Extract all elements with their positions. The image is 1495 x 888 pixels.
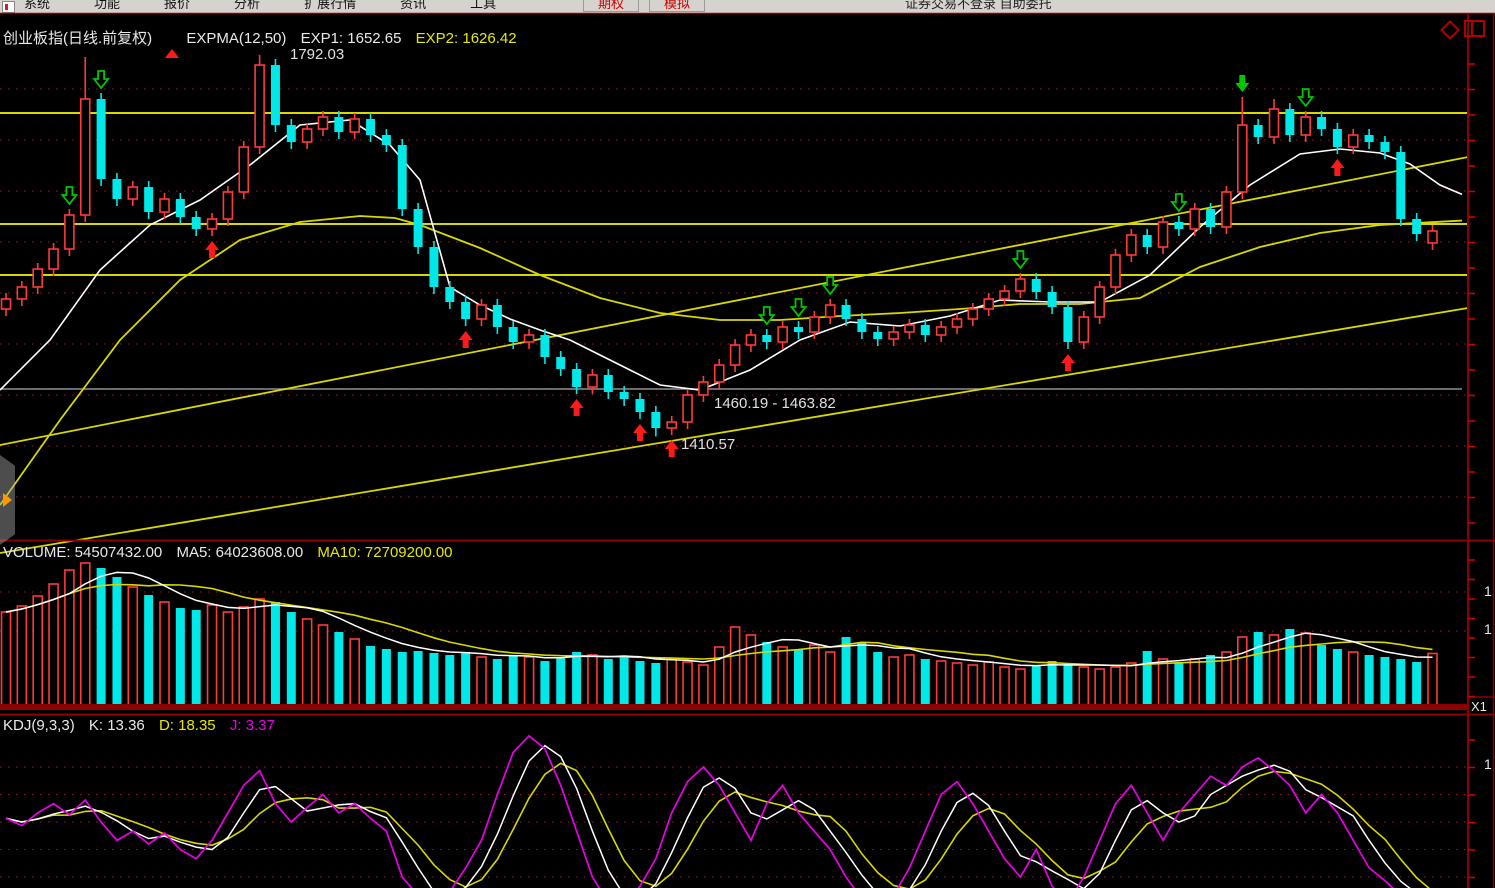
- kdj-title-row: KDJ(9,3,3) K: 13.36 D: 18.35 J: 3.37: [3, 717, 285, 734]
- kdj-axis-label: 1: [1484, 756, 1492, 772]
- volume-value: VOLUME: 54507432.00: [3, 544, 163, 561]
- volume-axis-label: 1: [1484, 621, 1492, 637]
- main-chart-title-row: 创业板指(日线.前复权) EXPMA(12,50) EXP1: 1652.65 …: [3, 27, 527, 58]
- volume-title-row: VOLUME: 54507432.00 MA5: 64023608.00 MA1…: [3, 544, 463, 561]
- buy-signal-arrow: [1060, 354, 1075, 371]
- app-icon[interactable]: [2, 1, 15, 13]
- status-text: 证券交易不登录 自助委托: [905, 0, 1052, 11]
- buy-signal-arrow: [205, 241, 220, 258]
- sell-signal-arrow: [1296, 88, 1315, 108]
- sell-signal-arrow: [821, 276, 840, 296]
- collapsed-panel-handle[interactable]: [0, 455, 15, 545]
- buy-signal-arrow: [1330, 159, 1345, 176]
- exp2-value: EXP2: 1626.42: [415, 30, 517, 47]
- price-annotation-gap: 1460.19 - 1463.82: [714, 395, 836, 412]
- menu-item-3[interactable]: 分析: [234, 0, 261, 11]
- volume-axis-label: 1: [1484, 583, 1492, 599]
- menu-item-6[interactable]: 工具: [470, 0, 497, 11]
- price-annotation-peak: 1792.03: [290, 46, 345, 63]
- sell-signal-arrow: [789, 298, 808, 318]
- zoom-scale-label: X1: [1471, 699, 1487, 714]
- menu-items: 系统 功能 报价 分析 扩展行情 资讯 工具: [24, 0, 540, 13]
- kdj-k-value: K: 13.36: [88, 717, 145, 734]
- menu-item-5[interactable]: 资讯: [400, 0, 427, 11]
- volume-ma10-value: MA10: 72709200.00: [317, 544, 453, 561]
- sell-signal-arrow: [1170, 193, 1188, 213]
- up-arrow-icon: [165, 32, 180, 58]
- menu-item-4[interactable]: 扩展行情: [304, 0, 357, 11]
- sell-signal-arrow: [757, 306, 776, 326]
- symbol-title: 创业板指(日线.前复权): [3, 30, 153, 47]
- buy-signal-arrow: [458, 331, 473, 348]
- sell-signal-arrow: [60, 186, 79, 206]
- buy-signal-arrow: [569, 399, 584, 416]
- sell-signal-arrow: [1011, 250, 1030, 270]
- sell-signal-arrow: [92, 70, 110, 90]
- layout-split-icon[interactable]: [1464, 20, 1485, 37]
- price-annotation-low: 1410.57: [681, 436, 736, 453]
- exp1-value: EXP1: 1652.65: [300, 30, 402, 47]
- menu-hot-button-options[interactable]: 期权: [583, 0, 639, 12]
- menu-hot-button-sim[interactable]: 模拟: [649, 0, 705, 12]
- kdj-j-value: J: 3.37: [229, 717, 275, 734]
- menu-item-1[interactable]: 功能: [94, 0, 121, 11]
- kdj-d-value: D: 18.35: [158, 717, 216, 734]
- buy-signal-arrow: [664, 440, 679, 457]
- sell-signal-arrow: [1235, 75, 1250, 92]
- menu-item-0[interactable]: 系统: [24, 0, 51, 11]
- menu-item-2[interactable]: 报价: [164, 0, 191, 11]
- kdj-name: KDJ(9,3,3): [3, 717, 75, 734]
- volume-ma5-value: MA5: 64023608.00: [176, 544, 304, 561]
- buy-signal-arrow: [633, 424, 647, 441]
- menu-bar: 系统 功能 报价 分析 扩展行情 资讯 工具 期权 模拟 证券交易不登录 自助委托: [0, 0, 1495, 14]
- expand-arrow-icon: [3, 493, 12, 507]
- indicator-name: EXPMA(12,50): [186, 30, 287, 47]
